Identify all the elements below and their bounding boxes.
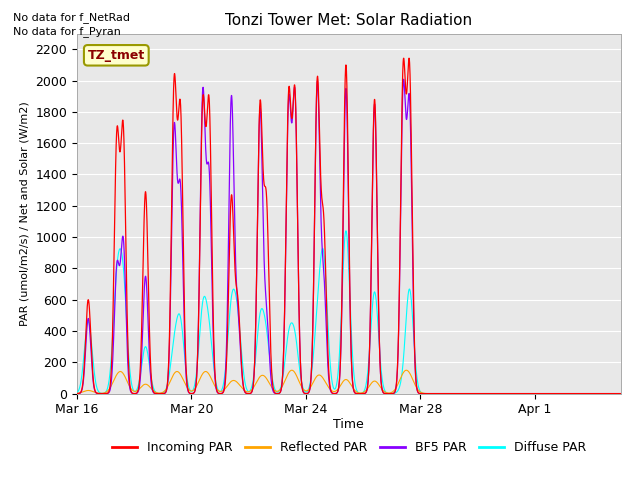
Text: TZ_tmet: TZ_tmet	[88, 49, 145, 62]
X-axis label: Time: Time	[333, 418, 364, 431]
Y-axis label: PAR (umol/m2/s) / Net and Solar (W/m2): PAR (umol/m2/s) / Net and Solar (W/m2)	[20, 101, 29, 326]
Legend: Incoming PAR, Reflected PAR, BF5 PAR, Diffuse PAR: Incoming PAR, Reflected PAR, BF5 PAR, Di…	[106, 436, 591, 459]
Text: No data for f_NetRad: No data for f_NetRad	[13, 12, 130, 23]
Text: No data for f_Pyran: No data for f_Pyran	[13, 26, 121, 37]
Title: Tonzi Tower Met: Solar Radiation: Tonzi Tower Met: Solar Radiation	[225, 13, 472, 28]
